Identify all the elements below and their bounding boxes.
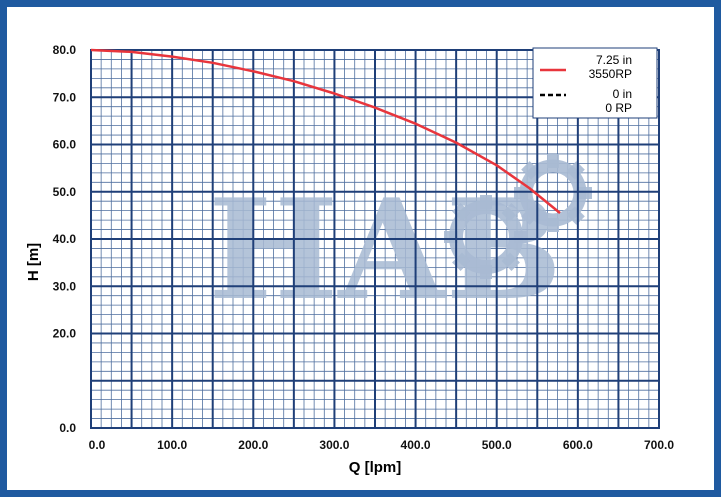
x-tick-label: 600.0 xyxy=(563,438,593,452)
gear-tooth xyxy=(578,187,592,199)
y-axis-title: H [m] xyxy=(25,243,42,281)
gear-tooth xyxy=(566,206,585,225)
plot-border xyxy=(90,49,660,429)
x-tick-label: 400.0 xyxy=(401,438,431,452)
series-layer xyxy=(90,48,561,214)
x-tick-label: 700.0 xyxy=(644,438,674,452)
gear-tooth xyxy=(566,161,585,180)
gear-tooth xyxy=(521,161,540,180)
y-tick-label: 0.0 xyxy=(59,421,76,435)
x-tick-label: 100.0 xyxy=(157,438,187,452)
legend-label-series-2-line-2: 0 RP xyxy=(605,101,632,115)
gear-icon xyxy=(514,154,592,232)
svg-text:HAB: HAB xyxy=(208,168,562,331)
x-tick-labels: 0.0 100.0 200.0 300.0 400.0 500.0 600.0 700.0 xyxy=(89,438,675,452)
gear-tooth xyxy=(501,252,520,271)
gear-tooth xyxy=(501,203,520,222)
y-tick-label: 80.0 xyxy=(53,43,77,57)
x-tick-label: 300.0 xyxy=(319,438,349,452)
y-tick-label: 50.0 xyxy=(53,185,77,199)
y-tick-labels: 0.0 20.0 30.0 40.0 50.0 60.0 70.0 80.0 xyxy=(53,43,77,435)
y-tick-label: 20.0 xyxy=(53,327,77,341)
y-tick-label: 70.0 xyxy=(53,90,77,104)
gear-tooth xyxy=(547,154,559,168)
legend-label-series-1-line-1: 7.25 in xyxy=(596,53,632,67)
gear-tooth xyxy=(514,187,528,199)
x-tick-label: 200.0 xyxy=(238,438,268,452)
y-tick-label: 30.0 xyxy=(53,279,77,293)
y-tick-label: 60.0 xyxy=(53,138,77,152)
legend-box xyxy=(532,47,658,119)
gear-tooth xyxy=(547,218,559,232)
x-tick-label: 0.0 xyxy=(89,438,106,452)
legend-label-series-2-line-1: 0 in xyxy=(613,87,632,101)
series-line-1 xyxy=(90,48,561,214)
legend-label-series-1-line-2: 3550RP xyxy=(589,67,632,81)
legend: 7.25 in 3550RP 0 in 0 RP xyxy=(532,47,658,119)
habo-watermark: HAB xyxy=(208,154,592,331)
y-tick-label: 40.0 xyxy=(53,232,77,246)
x-axis-title: Q [lpm] xyxy=(349,459,402,476)
gear-tooth xyxy=(521,206,540,225)
x-tick-label: 500.0 xyxy=(482,438,512,452)
gear-tooth xyxy=(514,231,528,243)
gear-tooth xyxy=(480,265,492,279)
gear-tooth xyxy=(480,195,492,209)
